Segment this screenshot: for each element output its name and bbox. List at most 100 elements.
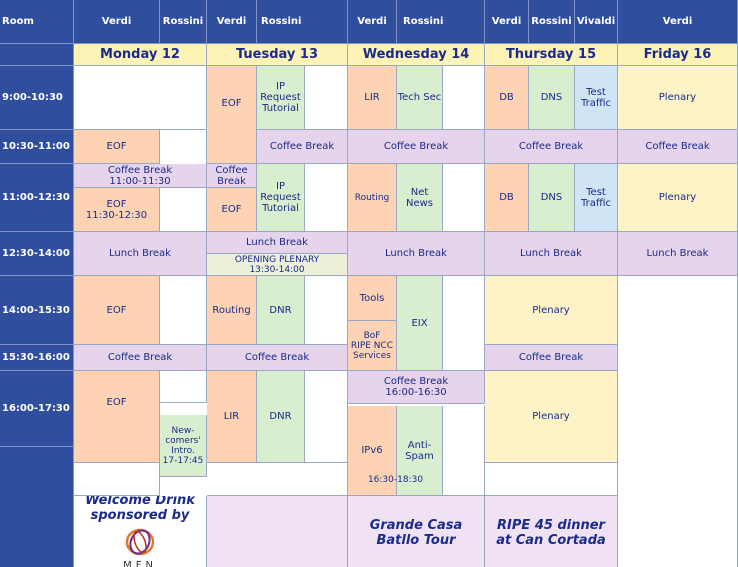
thu-dns-2[interactable]: DNS bbox=[529, 164, 575, 232]
thu-db-1[interactable]: DB bbox=[485, 66, 529, 130]
room-wed-rossini: Rossini bbox=[397, 0, 485, 44]
thu-dns-1[interactable]: DNS bbox=[529, 66, 575, 130]
time-slot-1: 9:00-10:30 bbox=[0, 66, 74, 130]
room-header: Room bbox=[0, 0, 74, 44]
tue-slot3-empty bbox=[305, 164, 348, 232]
room-mon-verdi: Verdi bbox=[74, 0, 160, 44]
mon-afternoon-empty bbox=[160, 276, 207, 345]
tue-dnr-1[interactable]: DNR bbox=[257, 276, 305, 345]
casa-batllo-tour[interactable]: Grande Casa Batllo Tour bbox=[348, 496, 485, 567]
mon-evening-empty bbox=[74, 463, 160, 496]
wed-lir[interactable]: LIR bbox=[348, 66, 397, 130]
tue-routing[interactable]: Routing bbox=[207, 276, 257, 345]
room-tue-rossini: Rossini bbox=[257, 0, 348, 44]
mon-eof-late[interactable]: EOF 11:30-12:30 bbox=[74, 188, 160, 232]
day-row-spacer bbox=[0, 44, 74, 66]
fri-coffee-break[interactable]: Coffee Break bbox=[618, 130, 738, 164]
thu-coffee-break-afternoon[interactable]: Coffee Break bbox=[485, 345, 618, 371]
tue-ip-request-tutorial-1[interactable]: IP Request Tutorial bbox=[257, 66, 305, 130]
mon-late-empty bbox=[160, 371, 207, 403]
mon-slot1-empty bbox=[74, 66, 207, 130]
thu-plenary-2[interactable]: Plenary bbox=[485, 371, 618, 463]
tue-eof-late[interactable]: EOF bbox=[207, 188, 257, 232]
thu-db-2[interactable]: DB bbox=[485, 164, 529, 232]
tue-dnr-2[interactable]: DNR bbox=[257, 371, 305, 463]
fri-plenary-1[interactable]: Plenary bbox=[618, 66, 738, 130]
wed-eix[interactable]: EIX bbox=[397, 276, 443, 371]
day-wednesday: Wednesday 14 bbox=[348, 44, 485, 66]
mon-eof-late-label: EOF bbox=[106, 198, 127, 210]
wed-bof-ripe-ncc-services[interactable]: BoF RIPE NCC Services bbox=[348, 321, 397, 371]
wed-coffee-break-afternoon[interactable]: Coffee Break 16:00-16:30 bbox=[348, 371, 485, 404]
bof-line3: Services bbox=[353, 350, 391, 361]
wed-net-news[interactable]: Net News bbox=[397, 164, 443, 232]
mon-coffee-break-short[interactable]: Coffee Break 11:00-11:30 bbox=[74, 164, 207, 188]
mon-lunch-break[interactable]: Lunch Break bbox=[74, 232, 207, 276]
wed-tools[interactable]: Tools bbox=[348, 276, 397, 321]
day-thursday: Thursday 15 bbox=[485, 44, 618, 66]
mon-eof-late-afternoon[interactable]: EOF bbox=[74, 371, 160, 463]
tue-coffee-line2: Break bbox=[217, 175, 246, 187]
room-mon-rossini: Rossini bbox=[160, 0, 207, 44]
tue-eof-morning[interactable]: EOF bbox=[207, 66, 257, 164]
wed-ipv6[interactable]: IPv6 bbox=[348, 406, 397, 496]
ripe45-dinner[interactable]: RIPE 45 dinner at Can Cortada bbox=[485, 496, 618, 567]
tour-line2: Batllo Tour bbox=[376, 533, 456, 548]
thu-test-traffic-2[interactable]: Test Traffic bbox=[575, 164, 618, 232]
newcomers-intro[interactable]: New- comers' Intro. 17-17:45 bbox=[160, 415, 207, 477]
thu-plenary-1[interactable]: Plenary bbox=[485, 276, 618, 345]
opening-plenary[interactable]: OPENING PLENARY 13:30-14:00 bbox=[207, 254, 348, 276]
room-tue-verdi: Verdi bbox=[207, 0, 257, 44]
newcomers-line4: 17-17:45 bbox=[162, 455, 204, 466]
thu-lunch-break[interactable]: Lunch Break bbox=[485, 232, 618, 276]
wed-tech-sec[interactable]: Tech Sec bbox=[397, 66, 443, 130]
wed-late-session-time: 16:30-18:30 bbox=[367, 474, 424, 485]
wed-coffee-break-morning[interactable]: Coffee Break bbox=[348, 130, 485, 164]
time-slot-7: 16:00-17:30 bbox=[0, 371, 74, 447]
tue-lir[interactable]: LIR bbox=[207, 371, 257, 463]
wed-anti-spam[interactable]: Anti-Spam bbox=[397, 406, 443, 496]
fri-plenary-2[interactable]: Plenary bbox=[618, 164, 738, 232]
wed-routing[interactable]: Routing bbox=[348, 164, 397, 232]
tue-coffee-break-short[interactable]: Coffee Break bbox=[207, 164, 257, 188]
dinner-line2: at Can Cortada bbox=[496, 533, 606, 548]
tue-slot1-empty bbox=[305, 66, 348, 130]
tue-slot7-empty bbox=[305, 371, 348, 463]
day-tuesday: Tuesday 13 bbox=[207, 44, 348, 66]
mfn-wordmark: MFN bbox=[123, 560, 157, 567]
time-slot-2: 10:30-11:00 bbox=[0, 130, 74, 164]
opening-plenary-label: OPENING PLENARY bbox=[234, 254, 320, 265]
room-thu-verdi: Verdi bbox=[485, 0, 529, 44]
mon-coffee-break-afternoon[interactable]: Coffee Break bbox=[74, 345, 207, 371]
mon-eof-afternoon[interactable]: EOF bbox=[74, 276, 160, 345]
tue-coffee-break-afternoon[interactable]: Coffee Break bbox=[207, 345, 348, 371]
wed-slot7-empty bbox=[443, 406, 485, 496]
fri-lunch-break[interactable]: Lunch Break bbox=[618, 232, 738, 276]
wed-lunch-break[interactable]: Lunch Break bbox=[348, 232, 485, 276]
tue-evening-empty bbox=[207, 463, 348, 496]
tue-ip-request-tutorial-2[interactable]: IP Request Tutorial bbox=[257, 164, 305, 232]
room-wed-verdi: Verdi bbox=[348, 0, 397, 44]
tue-coffee-break-morning[interactable]: Coffee Break bbox=[257, 130, 348, 164]
tue-lunch-break[interactable]: Lunch Break bbox=[207, 232, 348, 254]
time-slot-6: 15:30-16:00 bbox=[0, 345, 74, 371]
tue-evening-social bbox=[207, 496, 348, 567]
wed-coffee-time: 16:00-16:30 bbox=[385, 387, 447, 398]
mfn-swoosh-icon bbox=[125, 528, 155, 556]
time-slot-5: 14:00-15:30 bbox=[0, 276, 74, 345]
room-thu-vivaldi: Vivaldi bbox=[575, 0, 618, 44]
tue-coffee-line1: Coffee bbox=[215, 164, 248, 176]
time-slot-4: 12:30-14:00 bbox=[0, 232, 74, 276]
thu-test-traffic-1[interactable]: Test Traffic bbox=[575, 66, 618, 130]
wed-coffee-label: Coffee Break bbox=[383, 376, 449, 387]
thu-coffee-break-morning[interactable]: Coffee Break bbox=[485, 130, 618, 164]
welcome-line2: sponsored by bbox=[90, 508, 190, 523]
welcome-line1: Welcome Drink bbox=[85, 496, 195, 508]
thu-evening-empty bbox=[485, 463, 618, 496]
wed-slot3-empty bbox=[443, 164, 485, 232]
dinner-line1: RIPE 45 dinner bbox=[497, 518, 605, 533]
welcome-drink[interactable]: Welcome Drink sponsored by MFN bbox=[74, 496, 207, 567]
time-slot-3: 11:00-12:30 bbox=[0, 164, 74, 232]
mon-eof-morning[interactable]: EOF bbox=[74, 130, 160, 164]
